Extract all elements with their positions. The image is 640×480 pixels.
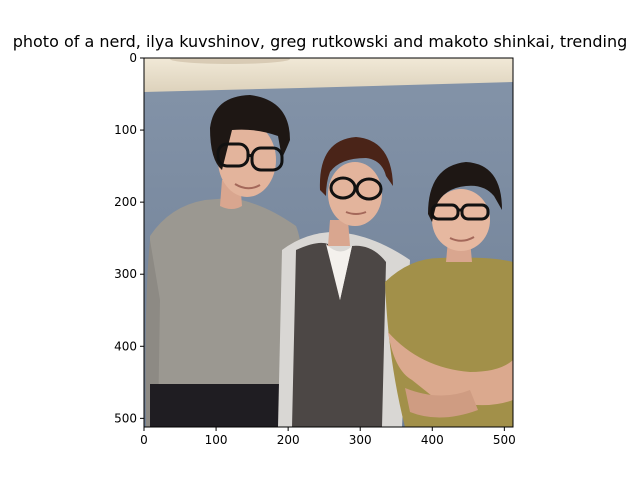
axes-frame bbox=[143, 57, 514, 428]
x-tick: 500 bbox=[493, 427, 516, 447]
middle-neck bbox=[328, 220, 350, 246]
left-hair bbox=[210, 95, 290, 170]
y-tick: 100 bbox=[114, 123, 144, 137]
y-tick: 500 bbox=[114, 411, 144, 425]
right-arms bbox=[388, 332, 513, 406]
left-torso bbox=[150, 198, 303, 394]
x-tick: 200 bbox=[277, 427, 300, 447]
y-tick-label: 400 bbox=[114, 339, 137, 353]
x-tick-label: 300 bbox=[349, 433, 372, 447]
middle-vest bbox=[292, 242, 386, 427]
y-tick: 200 bbox=[114, 195, 144, 209]
person-right bbox=[385, 162, 513, 427]
y-tick-label: 0 bbox=[129, 51, 137, 65]
y-tick: 0 bbox=[129, 51, 144, 65]
x-tick-label: 200 bbox=[277, 433, 300, 447]
y-axis: 0 100 200 300 400 500 bbox=[114, 51, 144, 425]
left-pants bbox=[150, 384, 286, 427]
x-axis: 0 100 200 300 400 500 bbox=[140, 427, 516, 447]
y-tick-label: 200 bbox=[114, 195, 137, 209]
y-tick: 300 bbox=[114, 267, 144, 281]
y-tick-label: 500 bbox=[114, 411, 137, 425]
y-tick-label: 300 bbox=[114, 267, 137, 281]
ceiling-light bbox=[170, 58, 290, 64]
right-hair bbox=[428, 162, 502, 222]
x-tick-label: 0 bbox=[140, 433, 148, 447]
chart-title: photo of a nerd, ilya kuvshinov, greg ru… bbox=[12, 32, 628, 51]
x-tick-label: 400 bbox=[421, 433, 444, 447]
ceiling bbox=[144, 58, 513, 92]
x-tick: 0 bbox=[140, 427, 148, 447]
middle-hair bbox=[319, 137, 393, 196]
person-left bbox=[145, 95, 303, 427]
x-tick: 300 bbox=[349, 427, 372, 447]
x-tick-label: 100 bbox=[205, 433, 228, 447]
x-tick: 100 bbox=[205, 427, 228, 447]
y-tick-label: 100 bbox=[114, 123, 137, 137]
person-middle bbox=[278, 137, 410, 427]
x-tick: 400 bbox=[421, 427, 444, 447]
middle-face bbox=[328, 162, 382, 226]
photo-image bbox=[144, 58, 513, 427]
y-tick: 400 bbox=[114, 339, 144, 353]
x-tick-label: 500 bbox=[493, 433, 516, 447]
